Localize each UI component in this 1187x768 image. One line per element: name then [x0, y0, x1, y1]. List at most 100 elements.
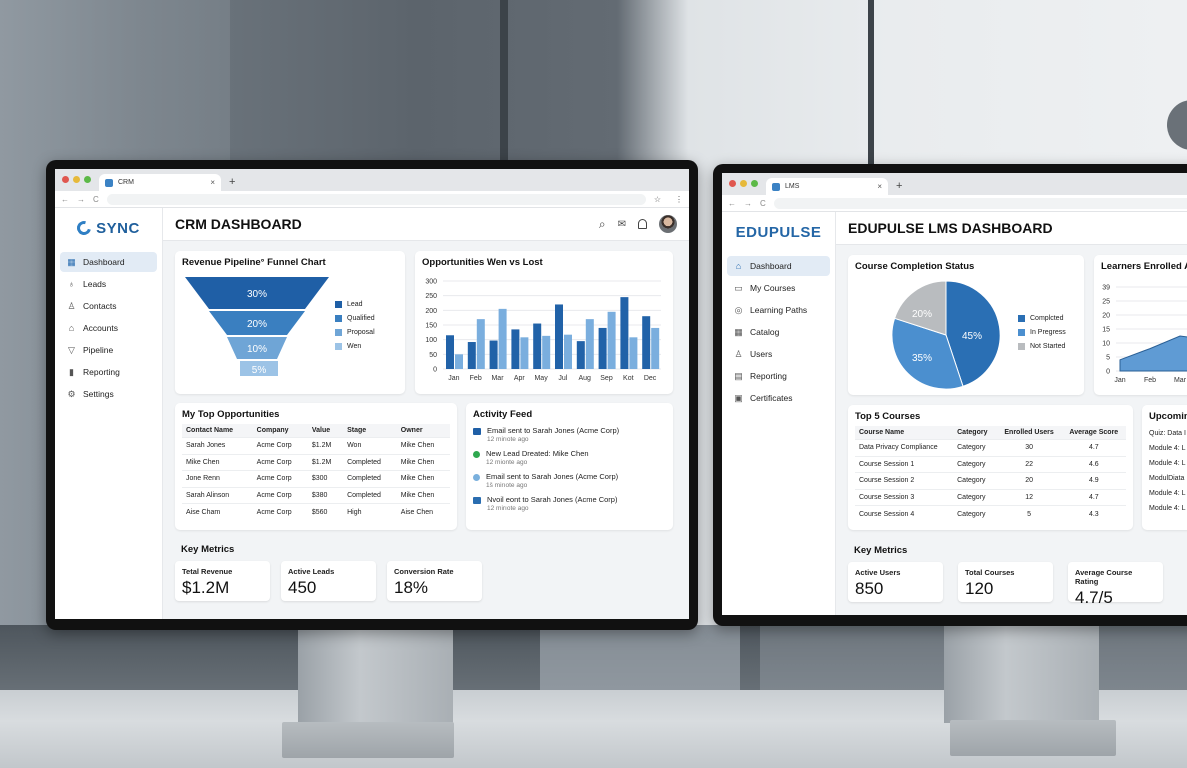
forward-arrow-icon[interactable]: → — [77, 194, 85, 204]
tab-close-icon[interactable]: × — [877, 182, 882, 191]
metric-card: Conversion Rate 18% — [387, 561, 482, 601]
sidebar-item-leads[interactable]: ♁ Leads — [60, 274, 157, 294]
monitor-stand-right — [944, 625, 1099, 723]
bar — [607, 311, 616, 369]
minimize-window-button[interactable] — [73, 176, 80, 183]
sidebar-item-contacts[interactable]: ♙ Contacts — [60, 296, 157, 316]
sidebar-item-my-courses[interactable]: ▭ My Courses — [727, 278, 830, 298]
upcoming-card: Upcomin Quiz: Data I Module 4: L Module 4:… — [1142, 405, 1187, 530]
legend-swatch — [335, 343, 342, 350]
sidebar-item-catalog[interactable]: ▦ Catalog — [727, 322, 830, 342]
column-header[interactable]: Contact Name — [182, 424, 253, 438]
close-window-button[interactable] — [62, 176, 69, 183]
sidebar-item-label: My Courses — [750, 283, 796, 293]
table-row[interactable]: Aise Cham Acme Corp $560 High Aise Chen — [182, 503, 450, 520]
sidebar-item-dashboard[interactable]: ▦ Dashboard — [60, 252, 157, 272]
legend-item: Not Started — [1018, 343, 1066, 350]
upcoming-item[interactable]: Module 4: L — [1149, 460, 1186, 467]
column-header[interactable]: Stage — [343, 424, 397, 438]
table-cell: Acme Corp — [252, 503, 308, 520]
table-cell: High — [343, 503, 397, 520]
forward-arrow-icon[interactable]: → — [744, 198, 752, 208]
url-input[interactable] — [106, 193, 646, 205]
table-cell: Acme Corp — [252, 453, 308, 471]
svg-text:Aug: Aug — [578, 375, 591, 382]
crm-browser-tab[interactable]: CRM × — [99, 174, 221, 191]
column-header[interactable]: Enrolled Users — [996, 426, 1062, 440]
column-header[interactable]: Average Score — [1061, 426, 1126, 440]
sidebar-item-accounts[interactable]: ⌂ Accounts — [60, 318, 157, 338]
sidebar-item-reporting[interactable]: ▤ Reporting — [727, 366, 830, 386]
table-row[interactable]: Mike Chen Acme Corp $1.2M Completed Mike Che… — [182, 453, 450, 471]
crm-header: CRM DASHBOARD ⌕ ✉ — [163, 208, 689, 241]
tab-close-icon[interactable]: × — [210, 178, 215, 187]
table-cell: Category — [953, 505, 997, 522]
column-header[interactable]: Course Name — [855, 426, 954, 440]
sidebar-item-users[interactable]: ♙ Users — [727, 344, 830, 364]
reload-icon[interactable]: C — [760, 198, 766, 208]
lms-browser-window: LMS × + ← → C EDUPULSE ⌂ Dashboard ▭ My Cou… — [722, 173, 1187, 615]
table-row[interactable]: Sarah Jones Acme Corp $1.2M Won Mike Chen — [182, 437, 450, 454]
lms-sidebar: EDUPULSE ⌂ Dashboard ▭ My Courses ◎ Learning … — [722, 212, 836, 615]
upcoming-item[interactable]: Module 4: L — [1149, 505, 1186, 512]
column-header[interactable]: Owner — [396, 424, 450, 438]
upcoming-item[interactable]: Module 4: L — [1149, 445, 1186, 452]
metric-label: Active Users — [855, 568, 901, 577]
area-chart-title: Learners Enrolled Ar — [1101, 261, 1187, 272]
table-cell: Completed — [343, 486, 397, 504]
activity-item[interactable]: Nvoil eont to Sarah Jones (Acme Corp) 12 … — [473, 495, 666, 512]
sidebar-item-learning-paths[interactable]: ◎ Learning Paths — [727, 300, 830, 320]
table-row[interactable]: Course Session 3 Category 12 4.7 — [855, 488, 1126, 506]
inbox-icon[interactable]: ✉ — [617, 218, 626, 230]
legend-item: Lead — [335, 301, 375, 308]
sidebar-item-settings[interactable]: ⚙ Settings — [60, 384, 157, 404]
sidebar-item-dashboard[interactable]: ⌂ Dashboard — [727, 256, 830, 276]
svg-text:20%: 20% — [912, 309, 932, 320]
activity-item[interactable]: Email sent to Sarah Jones (Acme Corp) 12 … — [473, 426, 666, 443]
column-header[interactable]: Category — [953, 426, 997, 440]
table-row[interactable]: Jone Renn Acme Corp $300 Completed Mike Chen — [182, 470, 450, 487]
new-tab-button[interactable]: + — [896, 180, 903, 192]
lms-tab-bar: LMS × + — [722, 173, 1187, 195]
table-cell: Course Session 4 — [855, 505, 954, 522]
lms-browser-tab[interactable]: LMS × — [766, 178, 888, 195]
upcoming-item[interactable]: Quiz: Data I — [1149, 430, 1186, 437]
maximize-window-button[interactable] — [84, 176, 91, 183]
table-row[interactable]: Sarah Alinson Acme Corp $380 Completed Mike … — [182, 486, 450, 504]
svg-text:Sep: Sep — [600, 375, 613, 382]
reload-icon[interactable]: C — [93, 194, 99, 204]
table-cell: 4.9 — [1061, 472, 1126, 489]
key-metrics-title: Key Metrics — [181, 544, 235, 555]
sidebar-item-reporting[interactable]: ▮ Reporting — [60, 362, 157, 382]
bookmark-star-icon[interactable]: ☆ — [653, 194, 661, 204]
url-input[interactable] — [773, 197, 1187, 209]
sidebar-item-pipeline[interactable]: ▽ Pipeline — [60, 340, 157, 360]
close-window-button[interactable] — [729, 180, 736, 187]
bar — [620, 297, 629, 369]
table-row[interactable]: Data Privacy Compliance Category 30 4.7 — [855, 439, 1126, 456]
tab-title: CRM — [118, 179, 134, 186]
table-row[interactable]: Course Session 1 Category 22 4.6 — [855, 455, 1126, 473]
browser-menu-icon[interactable]: ⋮ — [675, 194, 683, 204]
back-arrow-icon[interactable]: ← — [61, 194, 69, 204]
crm-logo: SYNC — [55, 214, 162, 242]
table-row[interactable]: Course Session 2 Category 20 4.9 — [855, 472, 1126, 489]
sidebar-item-certificates[interactable]: ▣ Certificates — [727, 388, 830, 408]
new-tab-button[interactable]: + — [229, 176, 236, 188]
back-arrow-icon[interactable]: ← — [728, 198, 736, 208]
activity-feed-title: Activity Feed — [473, 409, 533, 420]
upcoming-item[interactable]: Module 4: L — [1149, 490, 1186, 497]
activity-item[interactable]: New Lead Dreated: Mike Chen 12 mionte ago — [473, 449, 666, 466]
column-header[interactable]: Value — [307, 424, 344, 438]
upcoming-list: Quiz: Data I Module 4: L Module 4: L ModulD… — [1149, 430, 1187, 512]
search-icon[interactable]: ⌕ — [598, 216, 606, 231]
user-avatar[interactable] — [659, 215, 677, 233]
upcoming-item[interactable]: ModulDiata — [1149, 475, 1185, 482]
bell-icon[interactable] — [638, 219, 647, 229]
svg-text:45%: 45% — [962, 331, 982, 342]
column-header[interactable]: Company — [252, 424, 308, 438]
minimize-window-button[interactable] — [740, 180, 747, 187]
table-row[interactable]: Course Session 4 Category 5 4.3 — [855, 505, 1126, 522]
maximize-window-button[interactable] — [751, 180, 758, 187]
activity-item[interactable]: Email sent to Sarah Jones (Acme Corp) 1š … — [473, 472, 666, 489]
